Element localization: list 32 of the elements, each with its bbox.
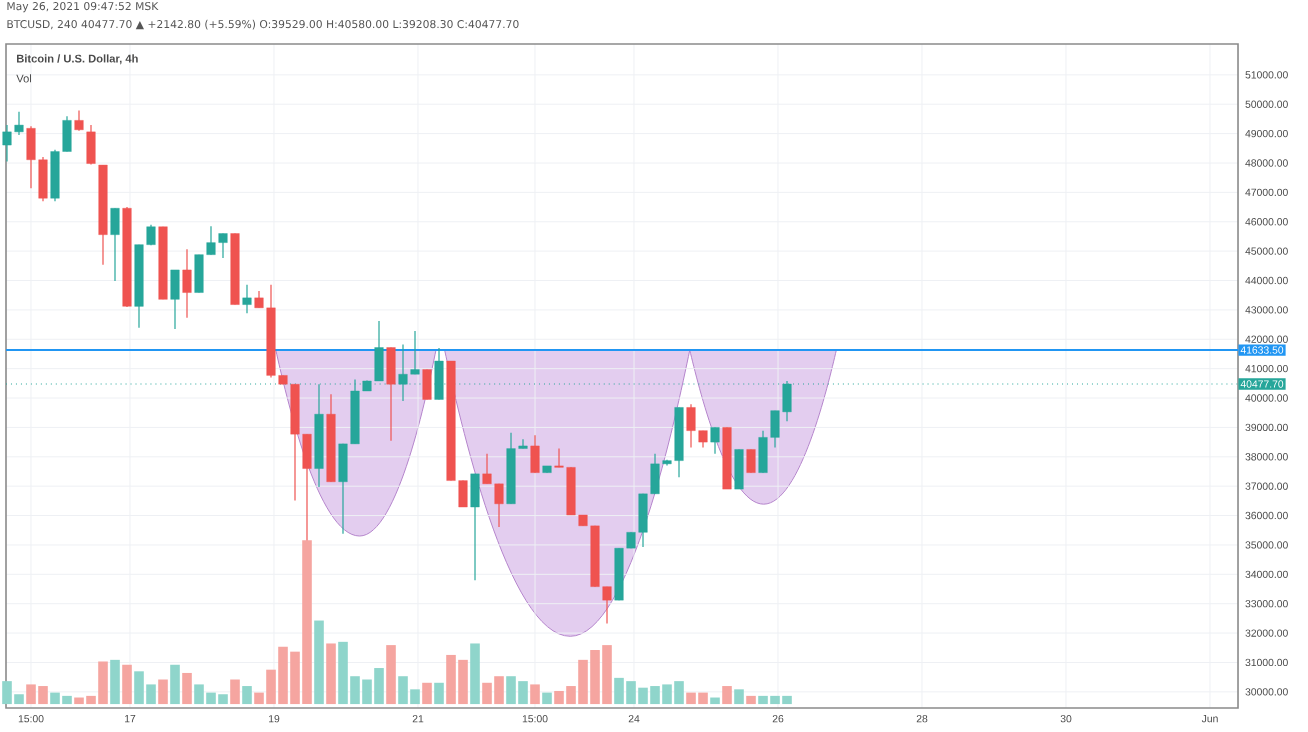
bar (110, 659, 120, 705)
bar (422, 682, 432, 705)
bar (530, 684, 540, 705)
bar (434, 682, 444, 705)
bar (710, 697, 720, 705)
bar (122, 664, 132, 705)
candlestick (86, 124, 96, 166)
candlestick (734, 448, 744, 490)
bar (386, 645, 396, 705)
bar (470, 643, 480, 705)
candlestick (182, 248, 192, 319)
candlestick (422, 368, 432, 401)
bar (170, 664, 180, 705)
bar (182, 672, 192, 705)
bar (734, 689, 744, 705)
bar (326, 643, 336, 705)
candlestick (470, 473, 480, 581)
bar (242, 686, 252, 705)
candlestick (386, 346, 396, 442)
candlestick (110, 207, 120, 282)
bar (158, 679, 168, 705)
candlestick (74, 109, 84, 132)
candlestick (242, 284, 252, 314)
bar (722, 686, 732, 705)
bar (230, 679, 240, 705)
bar (542, 692, 552, 705)
candlestick (746, 448, 756, 474)
bar (314, 620, 324, 705)
candlestick (170, 269, 180, 330)
bar (746, 695, 756, 705)
candlestick (530, 434, 540, 474)
candlestick (710, 426, 720, 455)
